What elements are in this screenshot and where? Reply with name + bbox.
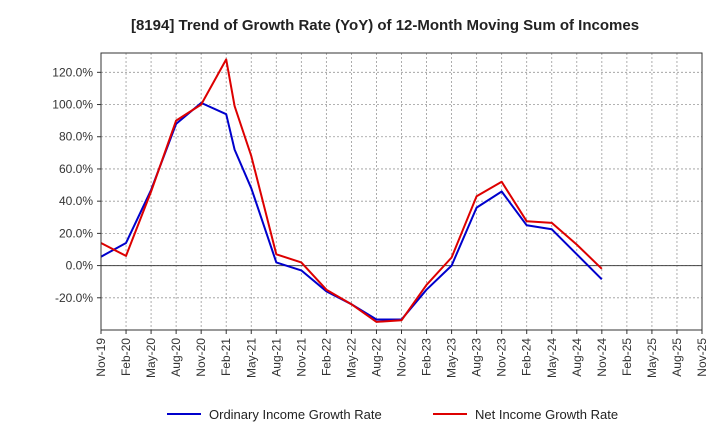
series-line-ordinary-income [100,101,603,321]
y-tick-label: 40.0% [59,194,93,208]
x-tick-label: Feb-24 [520,338,534,376]
x-tick-label: Aug-25 [670,338,684,377]
x-tick-label: Feb-22 [319,338,333,376]
y-tick-label: -20.0% [55,291,93,305]
x-tick-label: Feb-23 [420,338,434,376]
y-axis-ticks: -20.0% 0.0% 20.0% 40.0% 60.0% 80.0% 100.0% 120.… [52,65,101,305]
x-axis-ticks: Nov-19 Feb-20 May-20 Aug-20 Nov-20 Feb-21 May-… [94,330,709,378]
x-tick-label: May-20 [144,338,158,378]
x-tick-label: May-23 [445,338,459,378]
x-tick-label: Nov-19 [94,338,108,377]
series-lines [100,58,603,323]
x-tick-label: Feb-21 [219,338,233,376]
x-tick-label: Aug-21 [269,338,283,377]
y-tick-label: 100.0% [52,98,93,112]
x-tick-label: Aug-20 [169,338,183,377]
x-tick-label: Nov-20 [194,338,208,377]
x-tick-label: May-21 [244,338,258,378]
x-tick-label: May-24 [545,338,559,378]
series-line-net-income [100,58,603,323]
x-tick-label: Aug-24 [570,338,584,377]
y-tick-label: 60.0% [59,162,93,176]
grid [100,53,703,330]
x-tick-label: Aug-22 [369,338,383,377]
x-tick-label: Nov-22 [395,338,409,377]
legend: Ordinary Income Growth Rate Net Income Gr… [167,407,618,422]
chart-title: [8194] Trend of Growth Rate (YoY) of 12-… [131,17,639,34]
x-tick-label: Feb-20 [119,338,133,376]
x-tick-label: Aug-23 [470,338,484,377]
y-tick-label: 0.0% [66,259,94,273]
y-tick-label: 120.0% [52,65,93,79]
y-tick-label: 20.0% [59,226,93,240]
x-tick-label: Nov-21 [294,338,308,377]
x-tick-label: Nov-24 [595,338,609,377]
legend-label: Net Income Growth Rate [475,407,618,422]
legend-label: Ordinary Income Growth Rate [209,407,382,422]
y-tick-label: 80.0% [59,130,93,144]
x-tick-label: May-25 [645,338,659,378]
x-tick-label: Nov-23 [495,338,509,377]
x-tick-label: Feb-25 [620,338,634,376]
x-tick-label: Nov-25 [695,338,709,377]
x-tick-label: May-22 [344,338,358,378]
